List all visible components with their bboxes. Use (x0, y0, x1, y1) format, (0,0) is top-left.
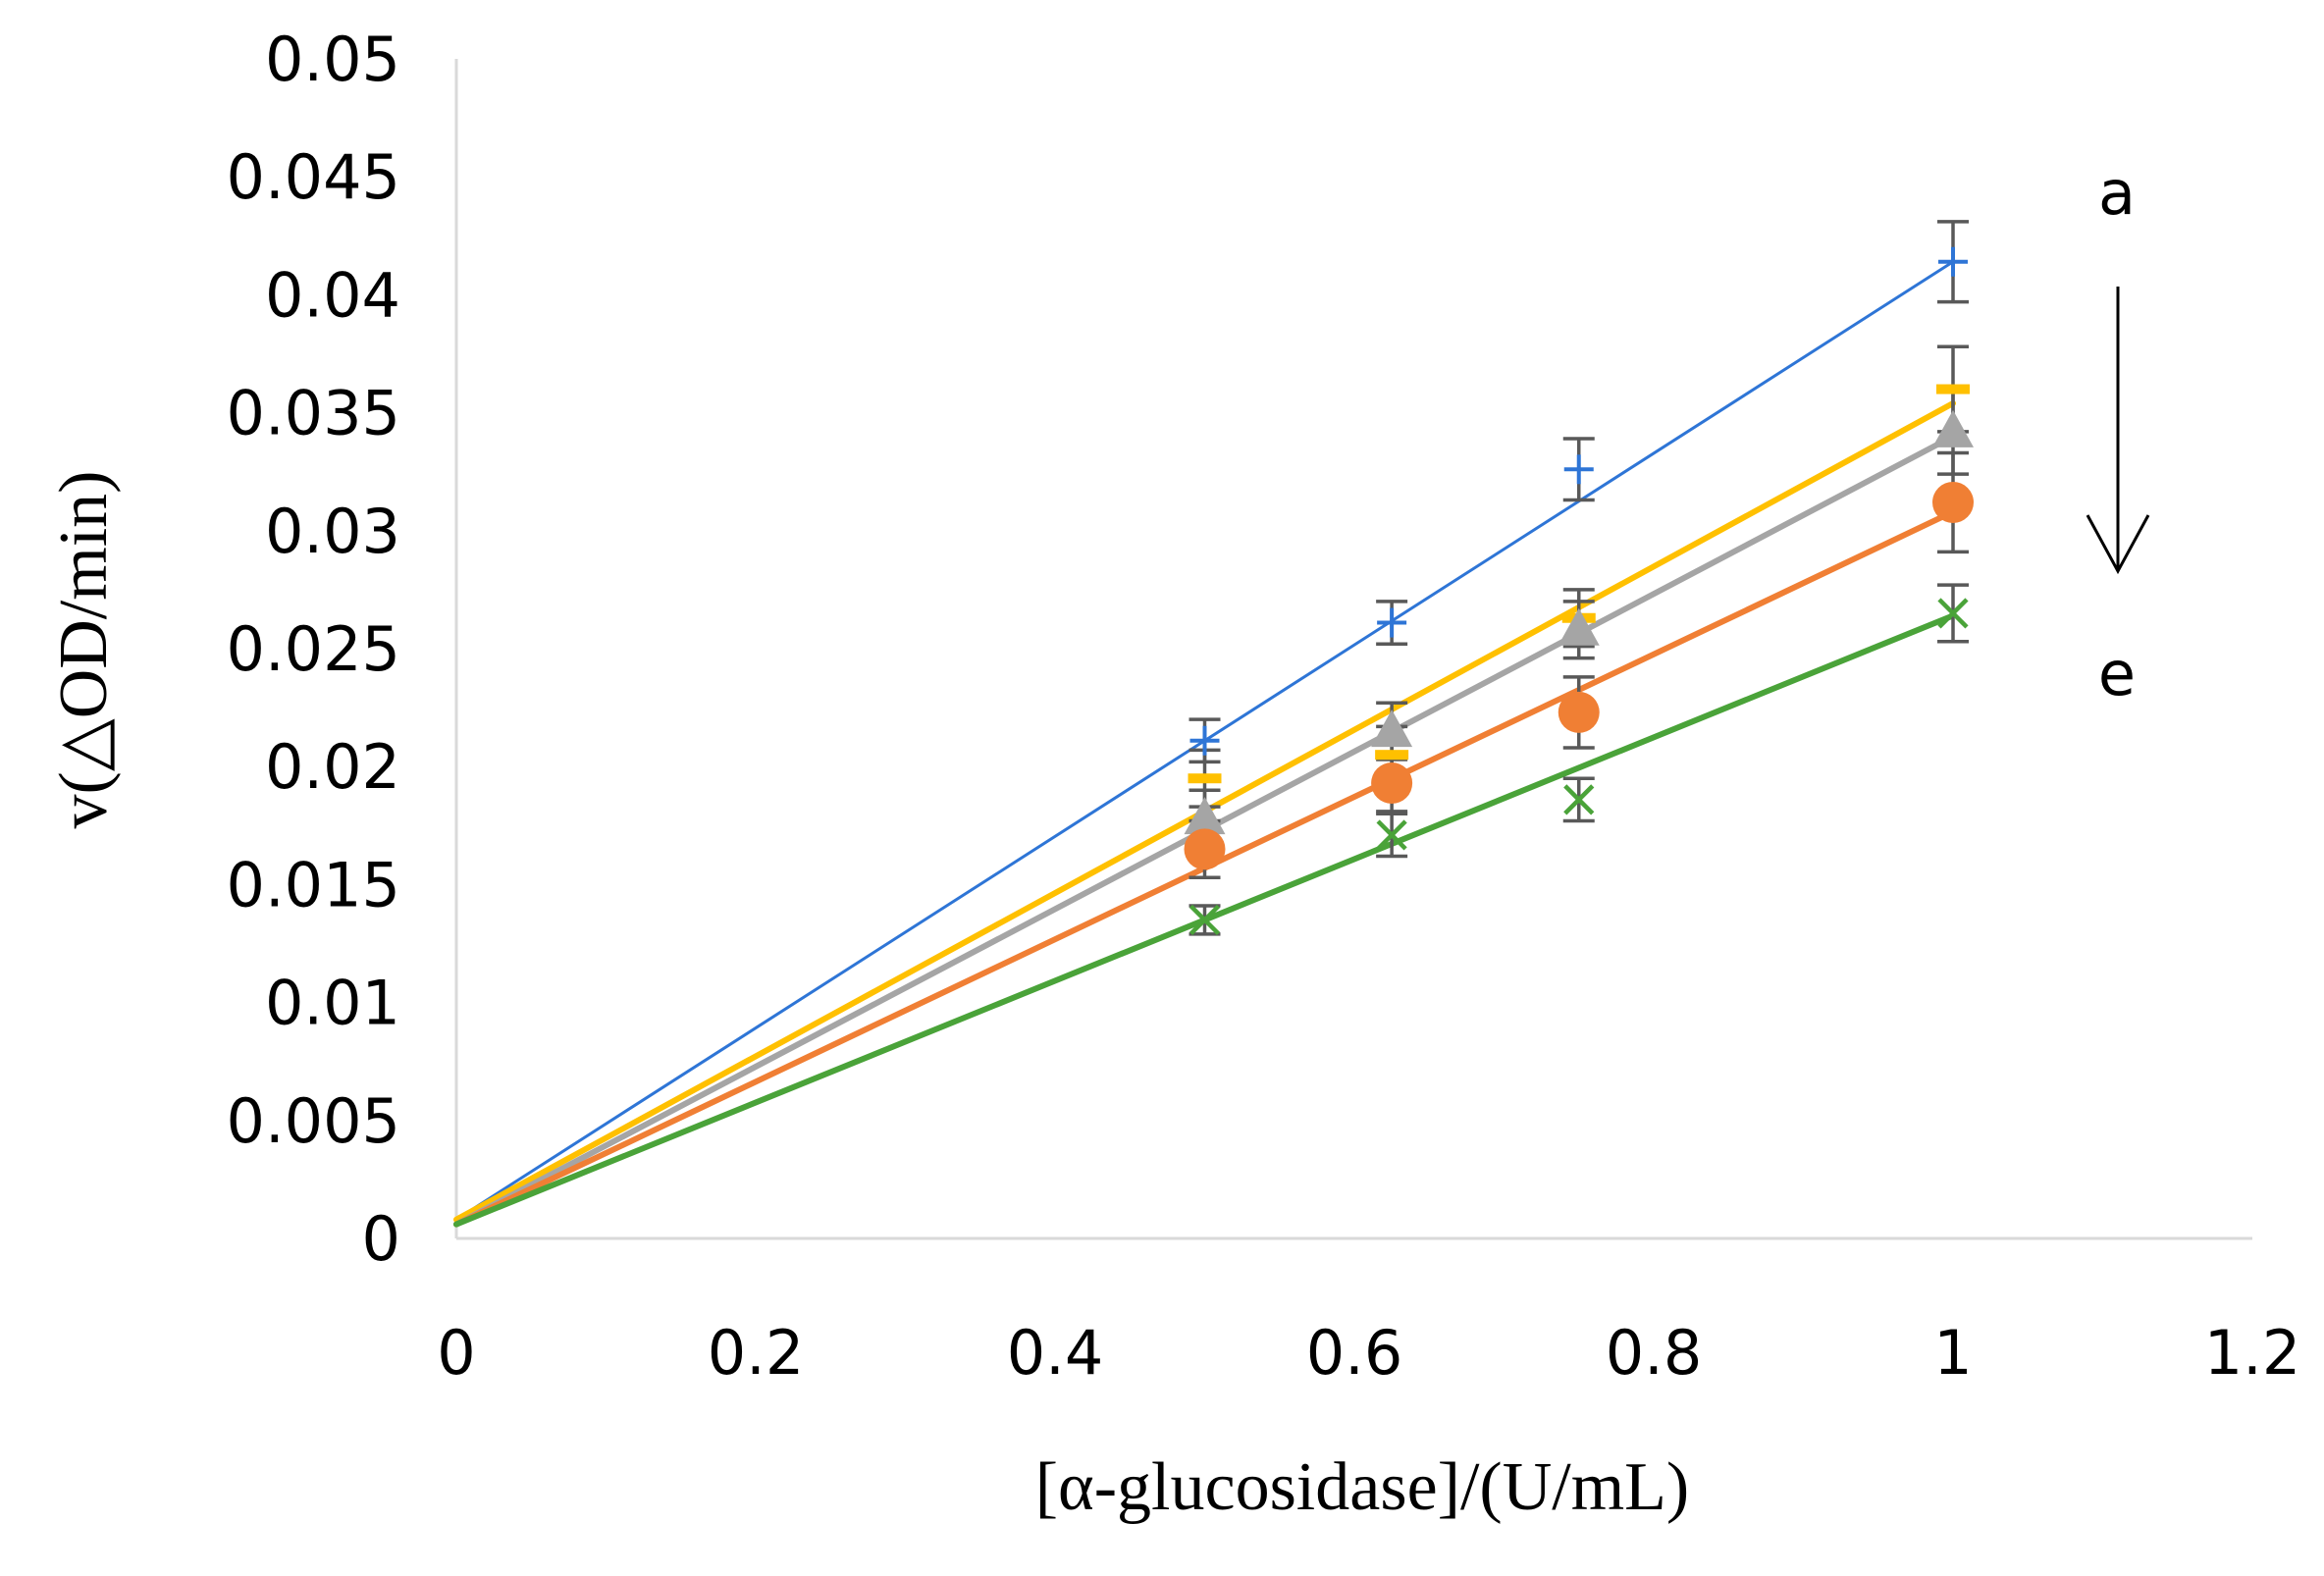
data-point-series-3 (1558, 607, 1600, 646)
data-point-series-5 (1563, 784, 1595, 815)
y-tick-label: 0 (362, 1203, 400, 1275)
data-point-series-3 (1932, 409, 1974, 447)
trend-arrow-head (2086, 514, 2150, 575)
y-tick-label: 0.05 (265, 24, 400, 95)
x-tick-label: 1.2 (2204, 1317, 2301, 1389)
y-tick-label: 0.035 (227, 378, 401, 449)
y-tick-label: 0.03 (265, 496, 400, 567)
x-tick-label: 0 (437, 1317, 475, 1389)
data-point-series-4 (1932, 481, 1974, 523)
data-point-series-1 (1189, 725, 1220, 756)
data-point-series-4 (1184, 828, 1226, 870)
axes (454, 59, 2252, 1240)
data-point-series-4 (1558, 691, 1600, 733)
data-point-series-3 (1184, 797, 1226, 835)
data-point-series-1 (1938, 246, 1968, 277)
x-axis-title: [α-glucosidase]/(U/mL) (1035, 1449, 1689, 1525)
marker-x-b (1937, 598, 1969, 629)
x-tick-label: 0.8 (1606, 1317, 1703, 1389)
data-point-series-2 (1188, 773, 1222, 784)
error-bars (1188, 220, 1969, 936)
data-point-series-2 (1375, 750, 1409, 761)
y-tick-label: 0.02 (265, 731, 400, 803)
data-point-series-1 (1377, 607, 1407, 638)
data-point-series-5 (1376, 819, 1407, 851)
data-points (1184, 246, 1974, 936)
y-axis-title: v(△OD/min) (46, 471, 122, 829)
y-tick-label: 0.025 (227, 613, 401, 685)
marker-x-b (1376, 819, 1407, 851)
x-tick-label: 0.6 (1306, 1317, 1403, 1389)
y-tick-label: 0.005 (227, 1085, 401, 1157)
annotation-e: e (2098, 638, 2136, 709)
marker-x-b (1188, 904, 1221, 936)
x-tick-label: 0.4 (1007, 1317, 1104, 1389)
annotation-a: a (2098, 157, 2136, 229)
y-tick-label: 0.01 (265, 968, 400, 1039)
data-point-series-3 (1371, 709, 1413, 748)
data-point-series-1 (1563, 454, 1594, 485)
x-tick-label: 0.2 (708, 1317, 805, 1389)
x-tick-label: 1 (1933, 1317, 1972, 1389)
marker-x-b (1563, 784, 1595, 815)
y-tick-label: 0.04 (265, 259, 400, 331)
data-point-series-4 (1371, 762, 1413, 805)
tick-labels: 0 0.2 0.4 0.6 0.8 1 1.2 0 0.005 0.01 0.015 0.02 0.02… (227, 24, 2301, 1389)
data-point-series-5 (1188, 904, 1221, 936)
y-tick-label: 0.015 (227, 849, 401, 920)
data-point-series-5 (1937, 598, 1969, 629)
data-point-series-2 (1936, 384, 1970, 394)
y-tick-label: 0.045 (227, 141, 401, 213)
